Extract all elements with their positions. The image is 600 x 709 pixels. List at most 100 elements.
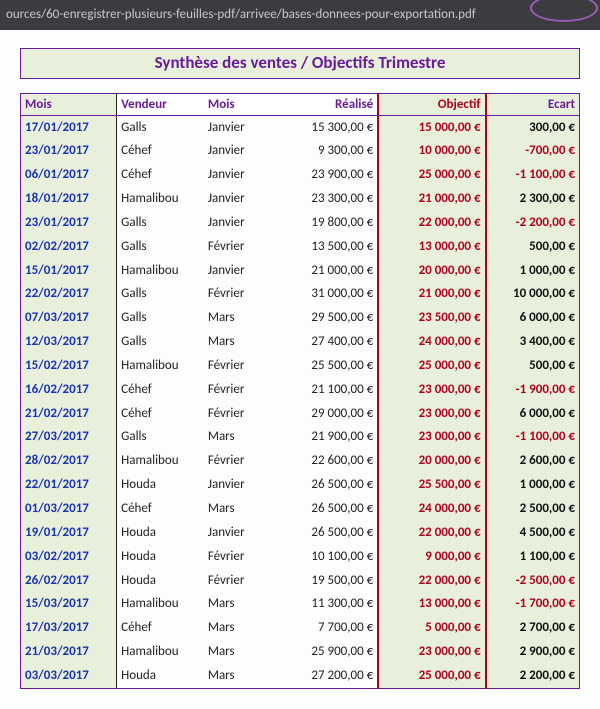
table-body: 17/01/2017GallsJanvier15 300,00 €15 000,… <box>21 116 580 689</box>
cell-vendeur: Houda <box>117 545 204 569</box>
cell-date: 23/01/2017 <box>21 140 117 164</box>
cell-mois: Janvier <box>204 259 271 283</box>
cell-ecart: 1 000,00 € <box>486 474 580 498</box>
cell-mois: Mars <box>204 426 271 450</box>
cell-date: 21/03/2017 <box>21 641 117 665</box>
cell-ecart: -1 100,00 € <box>486 164 580 188</box>
cell-mois: Février <box>204 450 271 474</box>
sales-table: Mois Vendeur Mois Réalisé Objectif Ecart… <box>20 93 580 689</box>
cell-date: 06/01/2017 <box>21 164 117 188</box>
cell-vendeur: Galls <box>117 426 204 450</box>
cell-date: 22/01/2017 <box>21 474 117 498</box>
cell-mois: Février <box>204 378 271 402</box>
cell-mois: Mars <box>204 331 271 355</box>
cell-realise: 26 500,00 € <box>271 521 378 545</box>
cell-date: 22/02/2017 <box>21 283 117 307</box>
cell-objectif: 23 000,00 € <box>378 402 485 426</box>
cell-vendeur: Céhef <box>117 498 204 522</box>
cell-vendeur: Galls <box>117 211 204 235</box>
table-row: 23/01/2017GallsJanvier19 800,00 €22 000,… <box>21 211 580 235</box>
cell-objectif: 24 000,00 € <box>378 498 485 522</box>
cell-objectif: 22 000,00 € <box>378 211 485 235</box>
cell-realise: 15 300,00 € <box>271 116 378 140</box>
table-row: 01/03/2017CéhefMars26 500,00 €24 000,00 … <box>21 498 580 522</box>
table-row: 26/02/2017HoudaFévrier19 500,00 €22 000,… <box>21 569 580 593</box>
cell-realise: 19 800,00 € <box>271 211 378 235</box>
cell-ecart: -2 500,00 € <box>486 569 580 593</box>
table-row: 07/03/2017GallsMars29 500,00 €23 500,00 … <box>21 307 580 331</box>
cell-realise: 23 900,00 € <box>271 164 378 188</box>
cell-objectif: 22 000,00 € <box>378 521 485 545</box>
cell-mois: Mars <box>204 593 271 617</box>
cell-ecart: 2 700,00 € <box>486 617 580 641</box>
cell-mois: Janvier <box>204 474 271 498</box>
cell-date: 15/01/2017 <box>21 259 117 283</box>
cell-realise: 7 700,00 € <box>271 617 378 641</box>
cell-mois: Janvier <box>204 211 271 235</box>
table-row: 17/01/2017GallsJanvier15 300,00 €15 000,… <box>21 116 580 140</box>
cell-objectif: 13 000,00 € <box>378 235 485 259</box>
cell-ecart: 500,00 € <box>486 354 580 378</box>
cell-realise: 10 100,00 € <box>271 545 378 569</box>
cell-objectif: 5 000,00 € <box>378 617 485 641</box>
annotation-circle <box>530 0 598 22</box>
cell-ecart: -700,00 € <box>486 140 580 164</box>
cell-date: 17/03/2017 <box>21 617 117 641</box>
cell-vendeur: Hamalibou <box>117 641 204 665</box>
cell-mois: Janvier <box>204 521 271 545</box>
cell-vendeur: Galls <box>117 283 204 307</box>
table-row: 03/02/2017HoudaFévrier10 100,00 €9 000,0… <box>21 545 580 569</box>
cell-ecart: 4 500,00 € <box>486 521 580 545</box>
table-row: 19/01/2017HoudaJanvier26 500,00 €22 000,… <box>21 521 580 545</box>
cell-objectif: 13 000,00 € <box>378 593 485 617</box>
cell-mois: Janvier <box>204 164 271 188</box>
cell-realise: 13 500,00 € <box>271 235 378 259</box>
col-realise: Réalisé <box>271 94 378 116</box>
cell-vendeur: Céhef <box>117 164 204 188</box>
cell-vendeur: Céhef <box>117 402 204 426</box>
table-row: 15/03/2017HamalibouMars11 300,00 €13 000… <box>21 593 580 617</box>
cell-vendeur: Céhef <box>117 617 204 641</box>
cell-realise: 9 300,00 € <box>271 140 378 164</box>
cell-realise: 21 900,00 € <box>271 426 378 450</box>
cell-ecart: 1 000,00 € <box>486 259 580 283</box>
table-row: 15/01/2017HamalibouJanvier21 000,00 €20 … <box>21 259 580 283</box>
cell-objectif: 25 500,00 € <box>378 474 485 498</box>
cell-mois: Février <box>204 402 271 426</box>
cell-ecart: -1 900,00 € <box>486 378 580 402</box>
cell-mois: Janvier <box>204 116 271 140</box>
cell-date: 03/02/2017 <box>21 545 117 569</box>
cell-date: 16/02/2017 <box>21 378 117 402</box>
cell-realise: 26 500,00 € <box>271 498 378 522</box>
cell-realise: 11 300,00 € <box>271 593 378 617</box>
table-row: 22/02/2017GallsFévrier31 000,00 €21 000,… <box>21 283 580 307</box>
cell-objectif: 21 000,00 € <box>378 283 485 307</box>
cell-vendeur: Houda <box>117 474 204 498</box>
col-mois: Mois <box>21 94 117 116</box>
cell-objectif: 21 000,00 € <box>378 188 485 212</box>
cell-realise: 29 000,00 € <box>271 402 378 426</box>
cell-ecart: 3 400,00 € <box>486 331 580 355</box>
cell-vendeur: Hamalibou <box>117 593 204 617</box>
table-row: 22/01/2017HoudaJanvier26 500,00 €25 500,… <box>21 474 580 498</box>
cell-ecart: -1 100,00 € <box>486 426 580 450</box>
cell-realise: 21 000,00 € <box>271 259 378 283</box>
cell-vendeur: Hamalibou <box>117 188 204 212</box>
cell-realise: 25 500,00 € <box>271 354 378 378</box>
cell-objectif: 23 500,00 € <box>378 307 485 331</box>
cell-objectif: 22 000,00 € <box>378 569 485 593</box>
cell-vendeur: Céhef <box>117 140 204 164</box>
title-box: Synthèse des ventes / Objectifs Trimestr… <box>20 48 580 79</box>
cell-objectif: 23 000,00 € <box>378 378 485 402</box>
cell-objectif: 9 000,00 € <box>378 545 485 569</box>
cell-mois: Février <box>204 235 271 259</box>
cell-vendeur: Hamalibou <box>117 259 204 283</box>
cell-ecart: 2 200,00 € <box>486 664 580 688</box>
cell-realise: 25 900,00 € <box>271 641 378 665</box>
table-row: 02/02/2017GallsFévrier13 500,00 €13 000,… <box>21 235 580 259</box>
cell-realise: 26 500,00 € <box>271 474 378 498</box>
table-row: 15/02/2017HamalibouFévrier25 500,00 €25 … <box>21 354 580 378</box>
cell-mois: Février <box>204 283 271 307</box>
cell-date: 28/02/2017 <box>21 450 117 474</box>
col-ecart: Ecart <box>486 94 580 116</box>
